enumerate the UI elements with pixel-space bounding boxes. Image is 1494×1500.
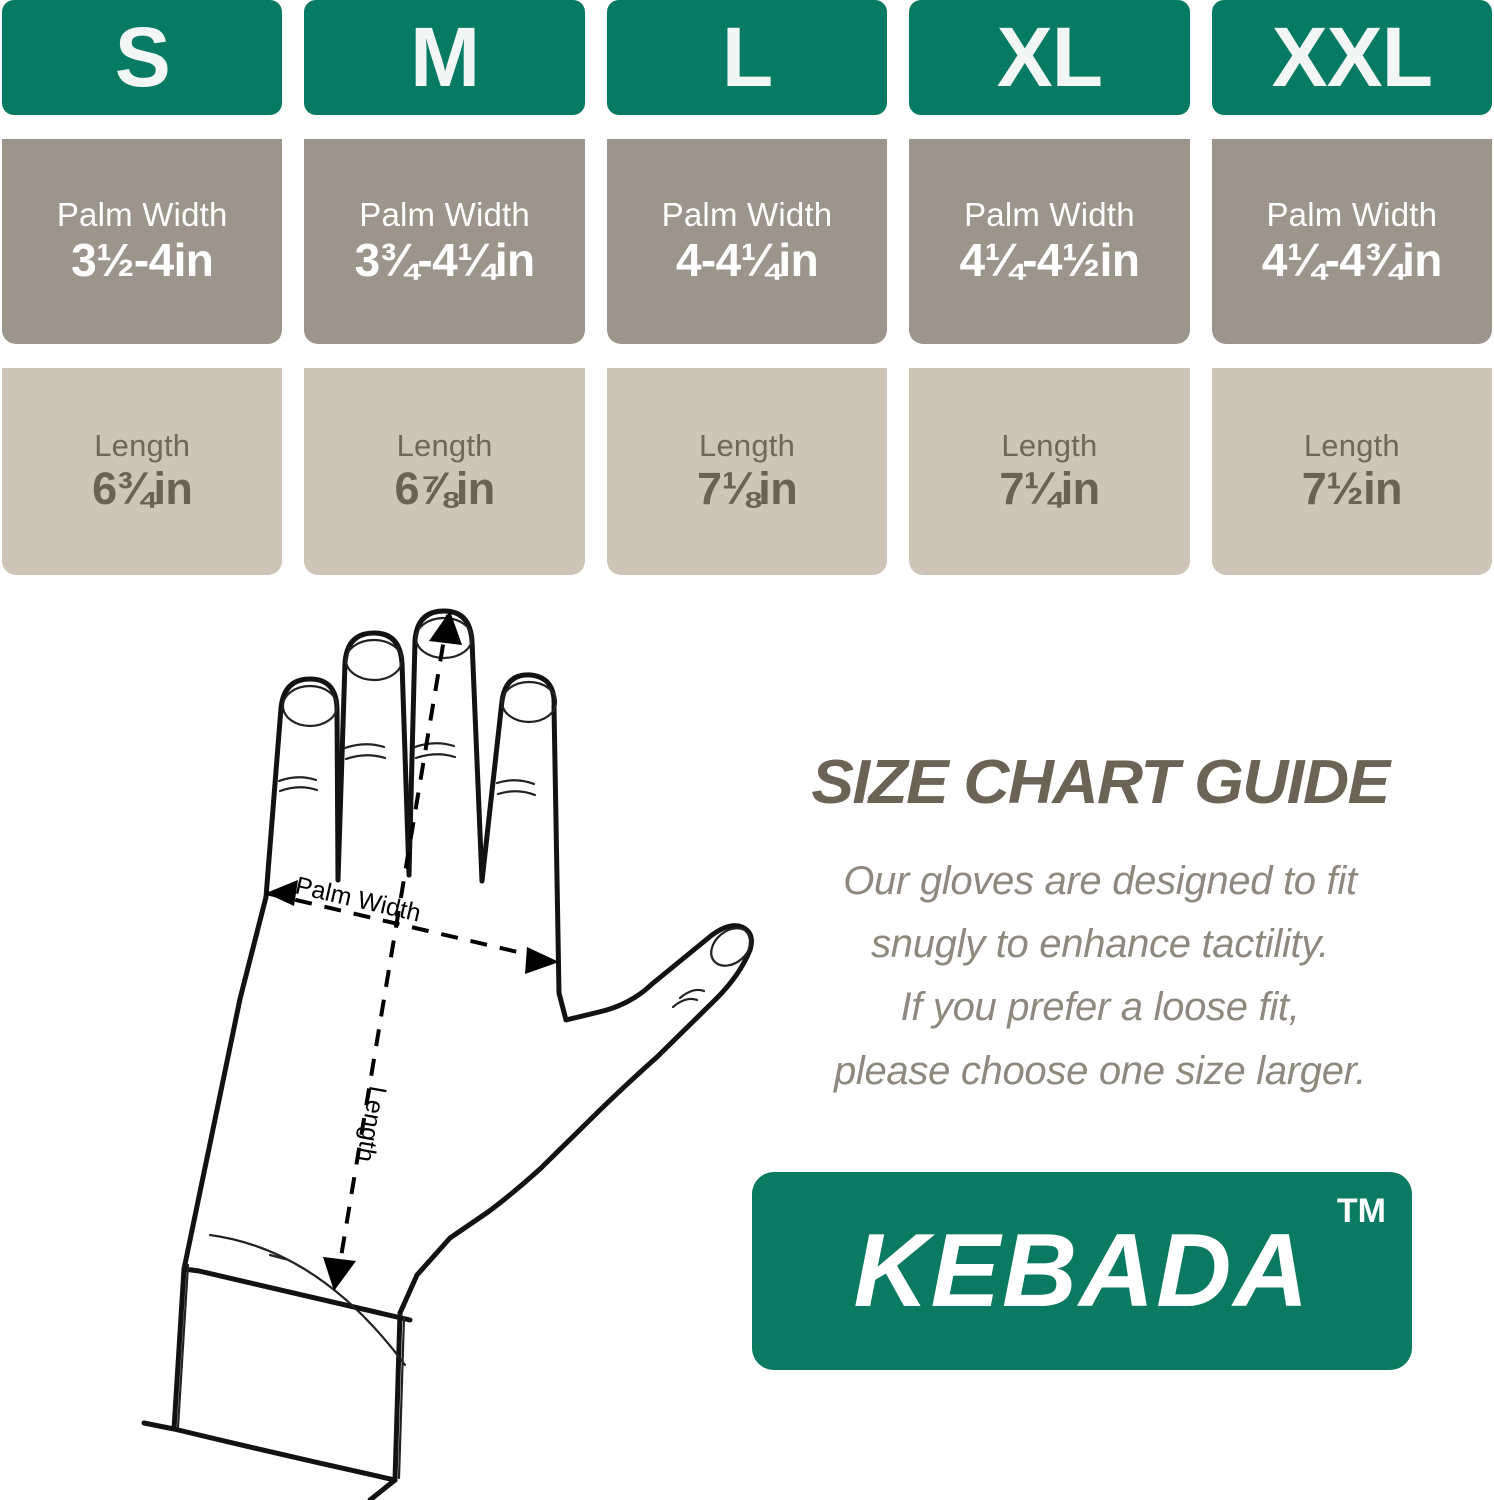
- palm-width-caption: Palm Width: [964, 195, 1135, 233]
- arrow-head-down-icon: [323, 1257, 356, 1291]
- palm-width-value: 3½-4in: [71, 233, 214, 286]
- size-column-m: M Palm Width 3¾-4¼in Length 6⅞in: [304, 0, 585, 575]
- palm-width-caption: Palm Width: [359, 195, 530, 233]
- arrow-head-left-icon: [266, 880, 298, 906]
- length-cell-l: Length 7⅛in: [606, 367, 888, 575]
- length-cell-xl: Length 7¼in: [909, 367, 1190, 575]
- brand-name: KEBADA: [853, 1213, 1311, 1329]
- palm-width-cell-l: Palm Width 4-4¼in: [606, 138, 888, 344]
- size-header-m: M: [304, 0, 585, 115]
- length-caption: Length: [94, 427, 191, 463]
- palm-width-value: 4-4¼in: [675, 233, 819, 286]
- palm-width-dimension-label: Palm Width: [293, 872, 424, 928]
- size-column-s: S Palm Width 3½-4in Length 6¾in: [2, 0, 283, 575]
- length-value: 7⅛in: [696, 463, 798, 515]
- length-value: 7¼in: [999, 463, 1100, 515]
- palm-width-caption: Palm Width: [1266, 195, 1438, 233]
- size-column-xl: XL Palm Width 4¼-4½in Length 7¼in: [909, 0, 1190, 575]
- size-chart-table: S Palm Width 3½-4in Length 6¾in M Palm W…: [0, 0, 1494, 575]
- length-dimension-label: Length: [351, 1084, 392, 1164]
- size-chart-guide-panel: SIZE CHART GUIDE Our gloves are designed…: [735, 752, 1465, 1103]
- length-cell-m: Length 6⅞in: [304, 367, 585, 575]
- length-value: 6⅞in: [394, 463, 496, 515]
- guide-line-3: If you prefer a loose fit,: [900, 985, 1300, 1030]
- kebada-logo-badge: KEBADA TM: [752, 1172, 1412, 1370]
- palm-width-cell-s: Palm Width 3½-4in: [2, 138, 283, 344]
- arrow-head-right-icon: [525, 947, 559, 974]
- size-header-xl: XL: [909, 0, 1190, 115]
- arrow-head-up-icon: [429, 611, 462, 645]
- guide-line-4: please choose one size larger.: [833, 1048, 1367, 1093]
- palm-width-cell-xxl: Palm Width 4¼-4¾in: [1211, 138, 1493, 344]
- trademark-symbol: TM: [1336, 1192, 1386, 1230]
- guide-title: SIZE CHART GUIDE: [811, 748, 1390, 817]
- hand-illustration-icon: Palm Width Length: [141, 608, 754, 1500]
- length-value: 7½in: [1301, 463, 1403, 515]
- palm-width-value: 4¼-4¾in: [1261, 233, 1442, 286]
- palm-width-cell-m: Palm Width 3¾-4¼in: [304, 138, 585, 344]
- palm-width-caption: Palm Width: [56, 195, 228, 233]
- size-header-xxl: XXL: [1211, 0, 1493, 115]
- palm-width-cell-xl: Palm Width 4¼-4½in: [909, 138, 1190, 344]
- length-caption: Length: [1001, 427, 1098, 463]
- palm-width-value: 4¼-4½in: [959, 233, 1140, 286]
- hand-measurement-diagram: Palm Width Length: [70, 575, 790, 1500]
- length-cell-s: Length 6¾in: [2, 367, 283, 575]
- guide-line-2: snugly to enhance tactility.: [871, 922, 1329, 967]
- length-caption: Length: [1303, 427, 1400, 463]
- length-value: 6¾in: [92, 463, 193, 515]
- length-caption: Length: [699, 427, 796, 463]
- guide-line-1: Our gloves are designed to fit: [843, 859, 1357, 903]
- size-header-s: S: [2, 0, 283, 115]
- size-column-l: L Palm Width 4-4¼in Length 7⅛in: [606, 0, 888, 575]
- palm-width-caption: Palm Width: [661, 195, 833, 233]
- size-header-l: L: [606, 0, 888, 115]
- size-column-xxl: XXL Palm Width 4¼-4¾in Length 7½in: [1211, 0, 1493, 575]
- length-caption: Length: [396, 427, 493, 463]
- palm-width-value: 3¾-4¼in: [354, 233, 535, 286]
- length-cell-xxl: Length 7½in: [1211, 367, 1493, 575]
